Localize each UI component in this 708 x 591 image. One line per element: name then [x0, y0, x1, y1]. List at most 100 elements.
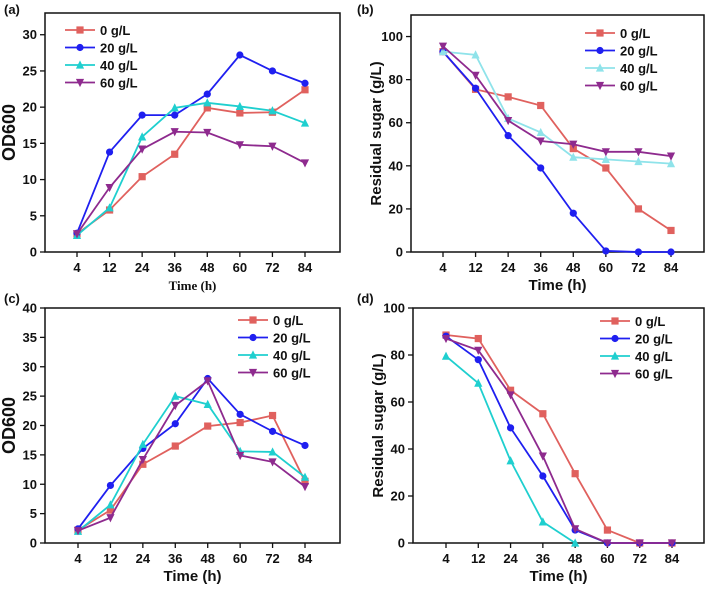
y-tick-label: 30	[23, 27, 37, 42]
legend-marker	[610, 351, 620, 360]
data-point	[268, 106, 277, 115]
legend-label: 0 g/L	[620, 26, 650, 41]
legend-label: 20 g/L	[273, 331, 311, 346]
y-tick-label: 40	[23, 301, 37, 316]
y-axis-label: OD600	[0, 104, 19, 161]
x-tick-label: 36	[533, 260, 547, 275]
panel-b: (b) 0 20 40 60 80 100 4 12 24 36 48 60 72 84 Time (h) Re…	[357, 2, 705, 294]
y-tick-label: 5	[30, 208, 37, 223]
data-point	[236, 410, 244, 418]
series-line-40gL	[77, 395, 306, 532]
data-point	[506, 456, 515, 465]
y-axis-label: OD600	[0, 397, 19, 454]
legend-marker	[248, 368, 258, 378]
data-point	[635, 539, 644, 548]
data-point	[72, 230, 82, 239]
data-point	[105, 203, 114, 212]
panel-label: (d)	[357, 291, 374, 306]
x-tick-label: 12	[103, 551, 117, 566]
data-point	[138, 439, 147, 448]
legend-label: 20 g/L	[620, 44, 658, 59]
data-point	[235, 141, 244, 150]
series-line-60gL	[445, 337, 672, 544]
data-point	[268, 427, 277, 435]
legend-marker	[596, 29, 604, 37]
data-point	[441, 334, 451, 344]
data-point	[539, 410, 547, 418]
legend-label: 40 g/L	[100, 58, 138, 73]
series-line-60gL	[442, 45, 672, 158]
plot-frame	[44, 12, 341, 253]
y-tick-label: 60	[391, 395, 405, 410]
series-line-40gL	[76, 101, 306, 237]
data-point	[171, 391, 180, 400]
legend-label: 0 g/L	[635, 314, 665, 329]
data-point	[170, 103, 179, 112]
y-tick-label: 25	[23, 63, 37, 78]
data-point	[236, 451, 245, 461]
data-point	[602, 247, 610, 255]
x-tick-label: 36	[168, 551, 182, 566]
x-tick-label: 60	[233, 260, 247, 275]
x-tick-label: 72	[265, 260, 279, 275]
legend-label: 40 g/L	[273, 348, 311, 363]
x-tick-label: 60	[599, 260, 613, 275]
legend-label: 40 g/L	[635, 349, 673, 364]
data-point	[301, 79, 309, 87]
data-point	[601, 154, 610, 163]
data-point	[171, 150, 179, 158]
data-point	[569, 209, 577, 217]
series-line-20gL	[442, 51, 671, 253]
panel-label: (a)	[4, 2, 20, 17]
data-point	[667, 248, 675, 256]
data-point	[537, 164, 545, 172]
y-tick-label: 35	[23, 330, 37, 345]
legend-label: 0 g/L	[100, 23, 130, 38]
data-point	[203, 90, 211, 98]
series-line-60gL	[76, 130, 306, 235]
data-point	[268, 142, 277, 151]
legend-label: 60 g/L	[620, 79, 658, 94]
data-point	[504, 116, 513, 126]
data-point	[569, 140, 578, 149]
data-point	[506, 386, 515, 394]
x-tick-label: 4	[73, 260, 81, 275]
data-point	[300, 159, 310, 168]
data-point	[666, 152, 676, 161]
y-tick-label: 0	[30, 536, 37, 551]
legend-marker	[76, 26, 84, 34]
data-point	[438, 47, 448, 56]
data-point	[569, 152, 578, 161]
data-point	[300, 118, 310, 127]
y-tick-label: 5	[30, 506, 37, 521]
data-point	[268, 458, 277, 467]
data-point	[603, 539, 612, 548]
data-point	[301, 441, 309, 450]
legend-label: 60 g/L	[635, 367, 673, 382]
x-tick-label: 84	[664, 260, 679, 275]
data-point	[539, 472, 547, 480]
data-point	[236, 109, 244, 117]
x-tick-label: 24	[135, 260, 150, 275]
data-point	[634, 248, 643, 256]
data-point	[571, 538, 580, 547]
x-tick-label: 84	[298, 551, 313, 566]
legend-label: 40 g/L	[620, 61, 658, 76]
series-line-0gL	[442, 51, 672, 232]
data-point	[139, 460, 147, 468]
series-line-0gL	[76, 89, 306, 235]
data-point	[106, 500, 115, 509]
data-point	[538, 517, 547, 526]
data-point	[170, 128, 179, 137]
x-tick-label: 72	[631, 260, 645, 275]
data-point	[106, 514, 115, 523]
x-tick-label: 12	[102, 260, 116, 275]
data-point	[471, 84, 480, 92]
plot-frame	[412, 307, 705, 544]
data-point	[301, 86, 309, 94]
y-tick-label: 80	[391, 348, 405, 363]
series-line-40gL	[445, 355, 576, 544]
data-point	[236, 418, 244, 427]
panel-label: (b)	[357, 2, 374, 17]
series-line-60gL	[77, 379, 306, 532]
